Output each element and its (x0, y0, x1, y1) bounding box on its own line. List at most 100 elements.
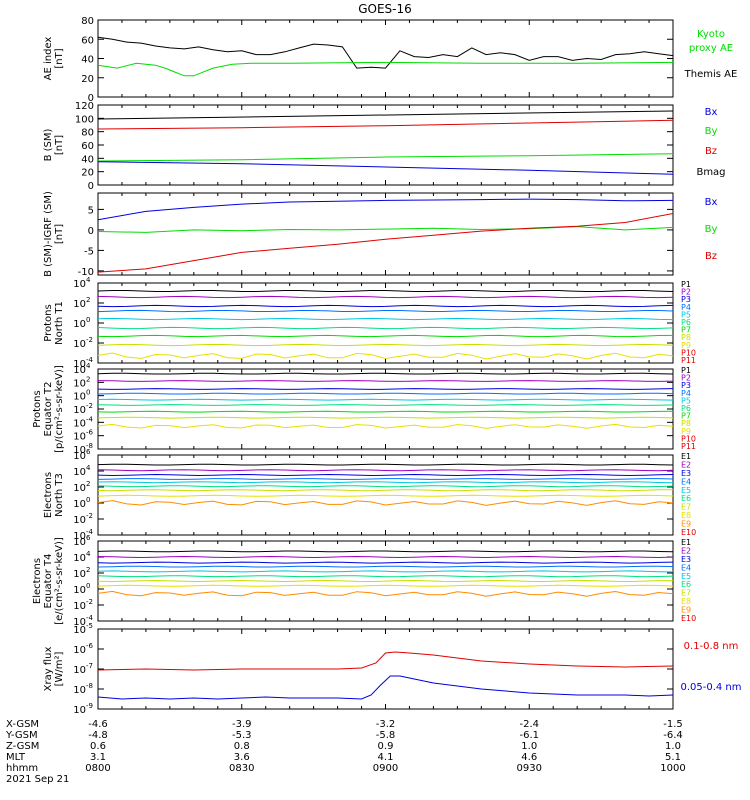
y-tick-label: 60 (81, 141, 94, 152)
y-tick-label: 20 (81, 168, 94, 179)
footer-value: 0900 (373, 763, 398, 774)
series-line-e1 (97, 463, 674, 466)
footer-label-mlt: MLT (6, 752, 26, 763)
y-tick-label: 10 (73, 418, 86, 429)
legend-entry: Bmag (696, 167, 725, 178)
legend-entry: E9 (681, 520, 691, 529)
series-line-p2 (97, 295, 674, 299)
panel-ae: 0 20 40 60 80 AE index [nT] Kyoto proxy AE Themis… (43, 16, 737, 104)
legend-entry: E4 (681, 563, 691, 572)
series-line-p9 (97, 352, 674, 360)
legend-entry: P7 (681, 412, 691, 421)
y-tick-label: 10 (73, 365, 86, 376)
y-tick-label: 10 (73, 569, 86, 580)
legend-entry: E1 (681, 452, 691, 461)
y-tick-exponent: -4 (86, 356, 94, 364)
legend-entry: E7 (681, 589, 691, 598)
y-tick-exponent: 6 (86, 534, 91, 542)
y-tick-label: 10 (73, 378, 86, 389)
legend-entry: Themis AE (684, 69, 738, 80)
legend-entry: E8 (681, 597, 691, 606)
y-tick-exponent: -7 (86, 662, 93, 670)
legend-entry: P2 (681, 374, 691, 383)
y-tick-exponent: -5 (86, 622, 93, 630)
y-tick-label: 10 (73, 601, 86, 612)
footer-value: -3.2 (376, 719, 396, 730)
legend-entry: P8 (681, 333, 691, 342)
x-axis-ephemeris: X-GSM Y-GSM Z-GSM MLT hhmm 2021 Sep 21 -… (5, 719, 686, 785)
y-tick-exponent: 0 (86, 582, 90, 590)
series-line-e9 (97, 500, 674, 506)
y-axis-label: Protons (32, 390, 43, 427)
legend-entry: P4 (681, 389, 691, 398)
y-axis-label: Equator T2 (43, 382, 54, 437)
legend-entry: P6 (681, 318, 691, 327)
footer-value: 1.0 (521, 741, 537, 752)
series-line-e6 (97, 575, 674, 578)
y-tick-exponent: 2 (86, 566, 90, 574)
y-tick-label: 10 (73, 392, 86, 403)
y-tick-label: 10 (73, 319, 86, 330)
series-line-bz (97, 119, 674, 130)
legend-entry: Bx (705, 197, 718, 208)
series-line-e9 (97, 590, 674, 597)
legend-entry: P2 (681, 288, 691, 297)
footer-value: 3.1 (90, 752, 106, 763)
y-tick-exponent: -2 (86, 402, 93, 410)
legend-entry: By (705, 224, 718, 235)
y-tick-label: 10 (73, 451, 86, 462)
series-line-p4 (97, 309, 674, 313)
footer-value: -6.1 (519, 730, 539, 741)
y-tick-exponent: 4 (86, 362, 91, 370)
legend-entry: P5 (681, 396, 691, 405)
series-line-p9 (97, 423, 674, 429)
y-axis-label: North T1 (54, 301, 65, 345)
y-axis-label: North T3 (54, 473, 65, 517)
y-tick-label: 60 (81, 35, 94, 46)
series-line-e8 (97, 584, 674, 587)
series-line-p6 (97, 404, 674, 406)
legend-entry: P5 (681, 310, 691, 319)
footer-value: -4.6 (88, 719, 108, 730)
y-tick-label: 10 (73, 279, 86, 290)
footer-value: 4.6 (521, 752, 537, 763)
y-tick-label: 10 (73, 531, 86, 542)
y-tick-label: 10 (73, 499, 86, 510)
footer-value: 1000 (660, 763, 685, 774)
series-line-e2 (97, 469, 674, 472)
series-line-p3 (97, 304, 674, 308)
legend-entry: proxy AE (689, 43, 733, 54)
footer-date: 2021 Sep 21 (6, 774, 69, 785)
y-axis-label: B (SM)-IGRF (SM) (43, 191, 54, 277)
legend-entry: P6 (681, 404, 691, 413)
y-tick-label: 80 (81, 16, 94, 27)
series-line-by (97, 153, 674, 162)
y-tick-label: 0 (88, 226, 94, 237)
footer-value: 0.9 (378, 741, 394, 752)
y-tick-exponent: 4 (86, 276, 91, 284)
series-line-by (97, 226, 674, 233)
footer-value: 4.1 (378, 752, 394, 763)
footer-value: 0800 (85, 763, 110, 774)
y-tick-label: 10 (73, 645, 86, 656)
y-tick-label: 10 (73, 617, 86, 628)
series-line-p7 (97, 410, 674, 413)
series-line-e6 (97, 485, 674, 488)
y-tick-exponent: 6 (86, 448, 91, 456)
panel-frame (97, 628, 674, 710)
legend-entry: E9 (681, 606, 691, 615)
footer-label-hhmm: hhmm (6, 763, 38, 774)
y-tick-label: 120 (75, 101, 94, 112)
legend-entry: E2 (681, 546, 691, 555)
y-axis-label: Electrons (43, 472, 54, 518)
legend-entry: P9 (681, 341, 691, 350)
legend-entry: E4 (681, 477, 691, 486)
series-line-bmag (97, 110, 674, 120)
footer-value: 0830 (229, 763, 254, 774)
y-axis-label: B (SM) (43, 128, 54, 161)
footer-value: 1.0 (665, 741, 681, 752)
